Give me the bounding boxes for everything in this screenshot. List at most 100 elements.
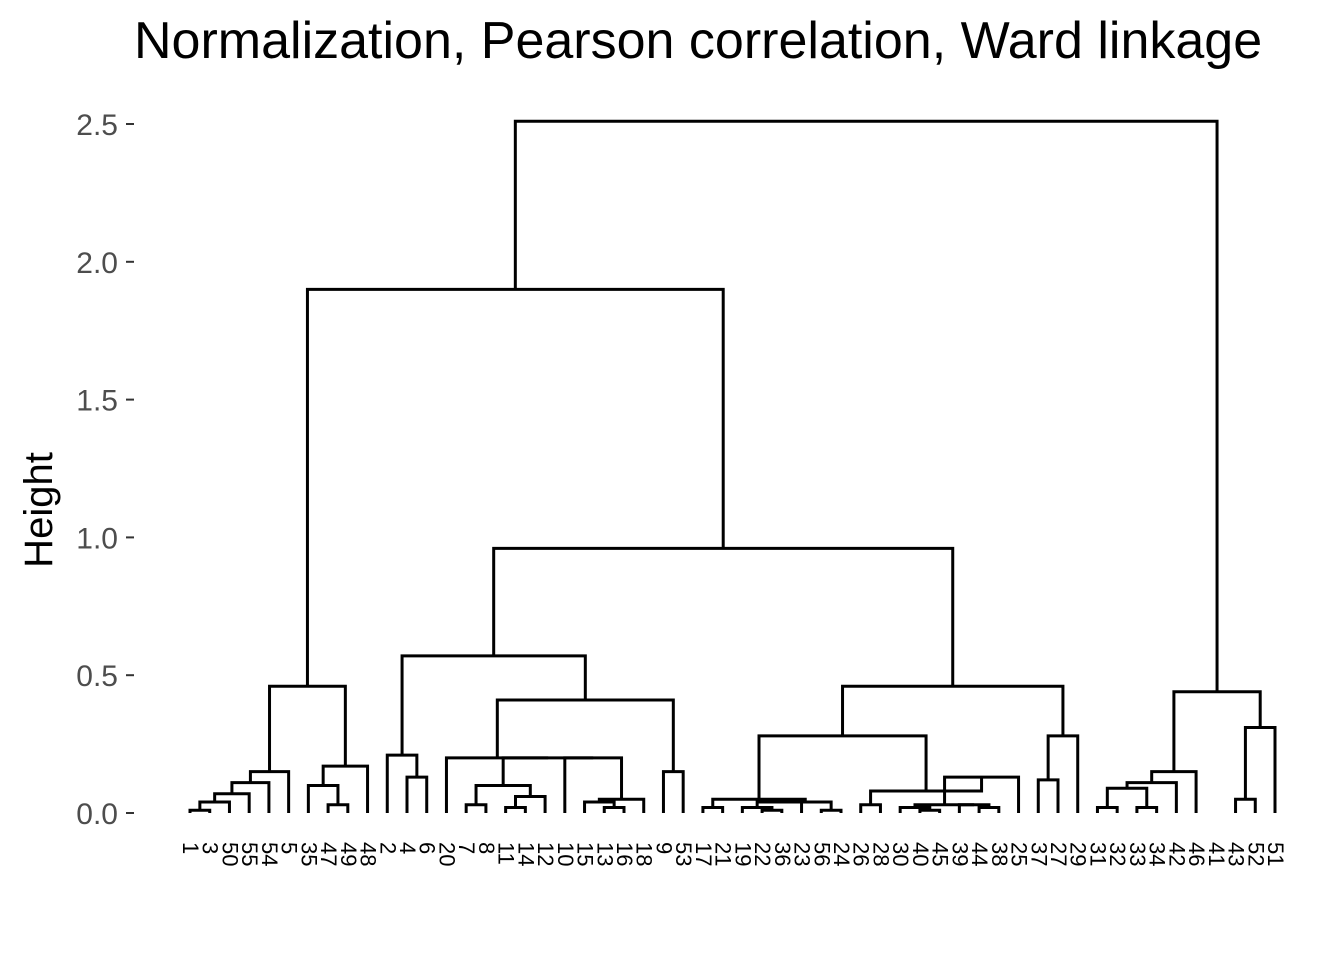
- dendrogram-branch: [1135, 805, 1159, 813]
- leaf-label: 53: [671, 842, 696, 866]
- leaf-label: 33: [1125, 842, 1150, 866]
- leaf-label: 1: [178, 842, 203, 854]
- dendrogram-branch: [819, 808, 843, 813]
- dendrogram-branch: [859, 803, 882, 813]
- leaf-label: 55: [237, 842, 262, 866]
- leaf-label: 34: [1145, 842, 1170, 866]
- dendrogram-branch: [400, 654, 587, 756]
- dendrogram-branch: [326, 803, 350, 813]
- leaf-label: 35: [296, 842, 321, 866]
- leaf-label: 12: [533, 842, 558, 866]
- leaf-labels: 1350555453547494824620781114121015131618…: [178, 842, 1288, 866]
- leaf-label: 3: [198, 842, 223, 854]
- leaf-label: 10: [553, 842, 578, 866]
- leaf-label: 36: [770, 842, 795, 866]
- leaf-label: 21: [711, 842, 736, 866]
- dendrogram-branch: [602, 805, 626, 813]
- dendrogram-branch: [385, 753, 419, 813]
- dendrogram-branch: [918, 808, 942, 813]
- leaf-label: 26: [849, 842, 874, 866]
- leaf-label: 25: [1007, 842, 1032, 866]
- leaf-label: 2: [375, 842, 400, 854]
- leaf-label: 47: [316, 842, 341, 866]
- leaf-label: 28: [868, 842, 893, 866]
- dendrogram-branch: [492, 546, 955, 687]
- leaf-label: 13: [592, 842, 617, 866]
- leaf-label: 41: [1204, 842, 1229, 866]
- leaf-label: 51: [1263, 842, 1288, 866]
- dendrogram-branch: [760, 808, 784, 813]
- leaf-label: 23: [790, 842, 815, 866]
- dendrogram-branch: [701, 805, 725, 813]
- dendrogram-branch: [495, 698, 675, 772]
- dendrogram-branch: [305, 287, 725, 687]
- y-tick-label: 0.0: [76, 798, 118, 831]
- dendrogram-branch: [661, 770, 685, 813]
- leaf-label: 15: [573, 842, 598, 866]
- y-tick-label: 1.0: [76, 522, 118, 555]
- y-tick-label: 2.0: [76, 247, 118, 280]
- leaf-label: 30: [888, 842, 913, 866]
- dendrogram-branch: [913, 803, 975, 808]
- leaf-label: 52: [1243, 842, 1268, 866]
- dendrogram-branch: [188, 808, 212, 813]
- leaf-label: 40: [908, 842, 933, 866]
- dendrogram-branch: [513, 119, 1219, 692]
- dendrogram-branch: [405, 775, 429, 813]
- leaf-label: 4: [395, 842, 420, 854]
- dendrogram-branch: [504, 805, 527, 813]
- leaf-label: 9: [651, 842, 676, 854]
- y-axis-label: Height: [17, 452, 61, 568]
- leaf-label: 37: [1026, 842, 1051, 866]
- leaf-label: 14: [513, 842, 538, 866]
- y-tick-label: 2.5: [76, 109, 118, 142]
- leaf-label: 8: [474, 842, 499, 854]
- dendrogram-branch: [514, 794, 547, 813]
- leaf-label: 24: [829, 842, 854, 866]
- dendrogram-branch: [268, 684, 347, 772]
- y-axis: 0.0 0.5 1.0 1.5 2.0 2.5: [76, 109, 134, 831]
- leaf-label: 17: [691, 842, 716, 866]
- dendrogram-branch: [444, 756, 549, 813]
- dendrogram-branch: [1172, 690, 1262, 772]
- dendrogram-branch: [1150, 770, 1198, 813]
- y-tick-label: 1.5: [76, 385, 118, 418]
- leaf-label: 45: [928, 842, 953, 866]
- leaf-label: 27: [1046, 842, 1071, 866]
- leaf-label: 54: [257, 842, 282, 866]
- dendrogram-branch: [977, 805, 1001, 813]
- leaf-label: 29: [1066, 842, 1091, 866]
- y-tick-label: 0.5: [76, 660, 118, 693]
- leaf-label: 7: [454, 842, 479, 854]
- leaf-label: 20: [434, 842, 459, 866]
- leaf-label: 48: [356, 842, 381, 866]
- leaf-label: 39: [947, 842, 972, 866]
- leaf-label: 56: [809, 842, 834, 866]
- leaf-label: 5: [277, 842, 302, 854]
- leaf-label: 22: [750, 842, 775, 866]
- leaf-label: 11: [494, 842, 519, 865]
- leaf-label: 19: [730, 842, 755, 866]
- chart-title: Normalization, Pearson correlation, Ward…: [134, 12, 1262, 70]
- dendrogram-branch: [1095, 805, 1119, 813]
- dendrogram-branch: [464, 803, 488, 813]
- leaf-label: 50: [217, 842, 242, 866]
- dendrogram-branch: [1105, 786, 1149, 808]
- leaf-label: 44: [967, 842, 992, 866]
- dendrogram-branch: [306, 783, 340, 813]
- dendrogram-branch: [1234, 797, 1257, 813]
- leaf-label: 43: [1224, 842, 1249, 866]
- leaf-label: 16: [612, 842, 637, 866]
- leaf-label: 6: [415, 842, 440, 854]
- leaf-label: 49: [336, 842, 361, 866]
- dendrogram-branch: [841, 684, 1065, 736]
- leaf-label: 42: [1164, 842, 1189, 866]
- leaf-label: 46: [1184, 842, 1209, 866]
- leaf-label: 18: [632, 842, 657, 866]
- dendrogram-branch: [1036, 778, 1060, 813]
- dendrogram-branches: [188, 119, 1277, 813]
- dendrogram-branch: [779, 800, 833, 811]
- leaf-label: 38: [987, 842, 1012, 866]
- leaf-label: 32: [1105, 842, 1130, 866]
